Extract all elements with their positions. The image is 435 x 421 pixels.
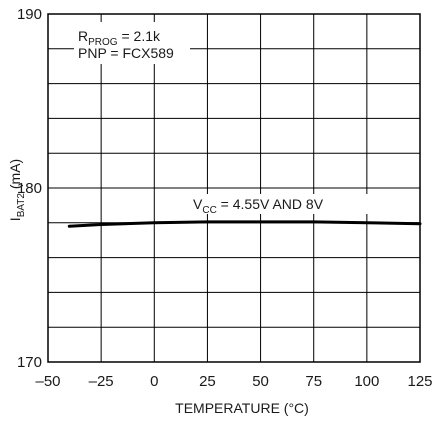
series-layer: [67, 220, 422, 228]
y-tick-label: 170: [17, 354, 42, 371]
annotation-background: [74, 22, 190, 64]
plot-frame: [47, 13, 421, 363]
y-axis-label: IBAT2 (mA): [7, 159, 27, 221]
rprog-annotation: RPROG = 2.1k: [78, 28, 161, 48]
x-tick-label: 100: [354, 373, 379, 390]
vcc-annotation: VCC = 4.55V AND 8V: [193, 196, 324, 216]
x-tick-label: 125: [407, 373, 432, 390]
grid: [47, 13, 421, 363]
x-tick-label: 75: [305, 373, 322, 390]
y-tick-labels: 170 180 190: [17, 6, 42, 371]
x-tick-labels: –50 –25 0 25 50 75 100 125: [35, 373, 432, 390]
x-tick-label: 0: [150, 373, 158, 390]
series-line: [67, 220, 422, 228]
pnp-annotation: PNP = FCX589: [78, 45, 174, 61]
vcc-annotation-background: [190, 194, 370, 214]
x-tick-label: –50: [35, 373, 60, 390]
x-tick-label: 50: [252, 373, 269, 390]
x-axis-label: TEMPERATURE (°C): [175, 400, 309, 416]
y-tick-label: 180: [17, 180, 42, 197]
x-tick-label: 25: [199, 373, 216, 390]
x-tick-label: –25: [89, 373, 114, 390]
y-tick-label: 190: [17, 6, 42, 23]
